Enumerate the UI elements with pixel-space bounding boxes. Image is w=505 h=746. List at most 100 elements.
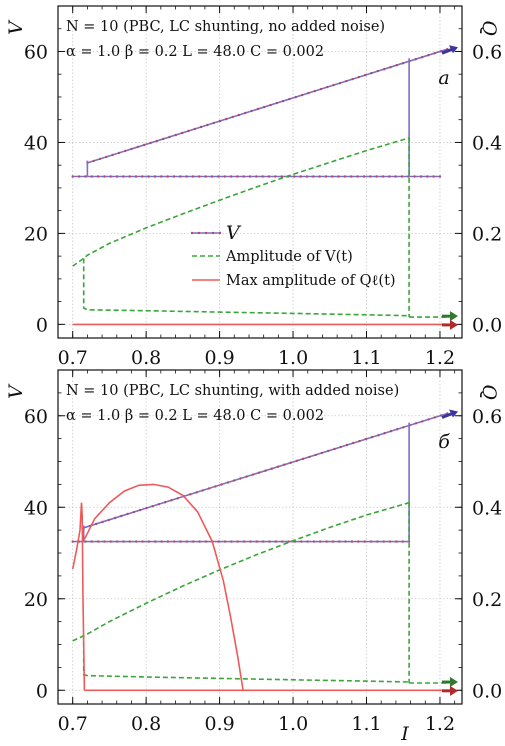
v-data-point <box>362 175 366 178</box>
x-tick-label: 0.8 <box>131 347 161 369</box>
v-data-point <box>299 175 302 178</box>
x-tick-label: 1.1 <box>351 347 381 369</box>
arrow-green-amplitude-head <box>450 677 458 688</box>
v-data-point <box>96 540 100 543</box>
v-data-point <box>364 437 367 441</box>
v-data-point <box>207 487 211 490</box>
v-data-point <box>333 447 336 451</box>
v-data-point <box>191 175 195 178</box>
v-data-point <box>313 89 316 93</box>
v-data-point <box>281 540 284 543</box>
v-data-point <box>332 83 335 87</box>
v-data-point <box>111 153 114 157</box>
v-data-point <box>280 175 283 178</box>
v-data-point <box>400 175 404 178</box>
v-data-point <box>103 540 106 543</box>
annotation-params: α = 1.0 β = 0.2 L = 48.0 C = 0.002 <box>66 44 324 60</box>
v-data-point <box>307 91 310 95</box>
v-data-point <box>217 540 220 543</box>
v-data-point <box>176 497 179 500</box>
v-data-point <box>338 540 341 543</box>
v-data-point <box>370 71 373 75</box>
v-data-point <box>312 175 315 178</box>
y-tick-label-left: 0 <box>36 680 48 702</box>
v-data-point <box>225 117 228 121</box>
y-tick-label-right: 0.2 <box>472 223 502 245</box>
y-tick-label-right: 0.0 <box>472 314 502 336</box>
x-tick-label: 0.7 <box>58 713 88 735</box>
v-data-point <box>230 540 233 543</box>
v-data-point <box>117 151 121 155</box>
y-tick-label-right: 0.4 <box>472 497 502 519</box>
v-data-point <box>90 540 93 543</box>
v-data-point <box>242 175 245 178</box>
v-data-point <box>71 175 74 178</box>
v-data-point <box>217 175 220 178</box>
v-data-point <box>130 147 133 151</box>
v-data-point <box>326 85 329 89</box>
v-data-point <box>305 175 309 178</box>
v-data-point <box>220 483 223 486</box>
v-data-point <box>204 175 207 178</box>
y-axis-title-left: V <box>5 383 27 399</box>
series-max-amplitude-of-q-t--line <box>83 483 244 691</box>
v-data-point <box>351 77 354 81</box>
v-data-point <box>261 540 265 543</box>
v-data-point <box>414 58 417 61</box>
v-data-point <box>364 73 367 77</box>
v-data-point <box>394 175 397 178</box>
v-data-point <box>115 175 119 178</box>
v-data-point <box>214 485 217 488</box>
v-data-point <box>267 175 271 178</box>
v-data-point <box>103 175 106 178</box>
v-data-point <box>231 115 234 119</box>
v-data-point <box>345 443 349 447</box>
v-data-point <box>113 516 117 520</box>
v-data-point <box>237 113 241 117</box>
v-data-point <box>432 175 435 178</box>
v-data-point <box>268 540 271 543</box>
v-data-point <box>327 449 330 453</box>
v-data-point <box>414 422 418 425</box>
v-data-point <box>401 540 404 543</box>
arrow-red-q-head <box>450 319 458 330</box>
v-data-point <box>395 63 398 67</box>
plot-area <box>71 48 449 326</box>
legend-swatch-v-dot <box>211 231 215 235</box>
v-data-point <box>376 69 379 73</box>
v-data-point <box>107 518 111 522</box>
v-data-point <box>369 175 372 178</box>
v-data-point <box>189 493 192 496</box>
v-data-point <box>343 175 347 178</box>
v-data-point <box>255 540 258 543</box>
v-data-point <box>143 143 146 147</box>
y-tick-label-right: 0.4 <box>472 132 502 154</box>
v-data-point <box>162 137 165 141</box>
v-data-point <box>236 540 239 543</box>
y-tick-label-right: 0.6 <box>472 406 502 428</box>
v-data-point <box>324 175 328 178</box>
v-data-point <box>301 457 305 460</box>
v-data-point <box>370 435 374 439</box>
series-amplitude-of-v-t--line <box>82 634 410 683</box>
v-data-point <box>151 505 154 508</box>
v-data-point <box>344 540 347 543</box>
v-data-point <box>388 175 391 178</box>
x-tick-label: 0.9 <box>204 347 234 369</box>
v-data-point <box>92 159 95 163</box>
x-tick-label: 1.1 <box>351 713 381 735</box>
panel-label: б <box>438 431 450 453</box>
v-data-point <box>250 109 253 113</box>
v-data-point <box>438 175 442 178</box>
y-tick-label-left: 40 <box>24 497 48 519</box>
v-data-point <box>98 157 102 161</box>
arrow-red-q-head <box>450 685 458 696</box>
annotation-params: α = 1.0 β = 0.2 L = 48.0 C = 0.002 <box>66 408 324 424</box>
v-data-point <box>109 540 113 543</box>
v-data-point <box>164 501 167 504</box>
v-data-point <box>413 175 416 178</box>
v-data-point <box>357 75 361 79</box>
v-data-point <box>185 540 189 543</box>
annotation-title: N = 10 (PBC, LC shunting, with added noi… <box>66 383 399 399</box>
series-amplitude-of-v-t--line <box>72 137 410 267</box>
